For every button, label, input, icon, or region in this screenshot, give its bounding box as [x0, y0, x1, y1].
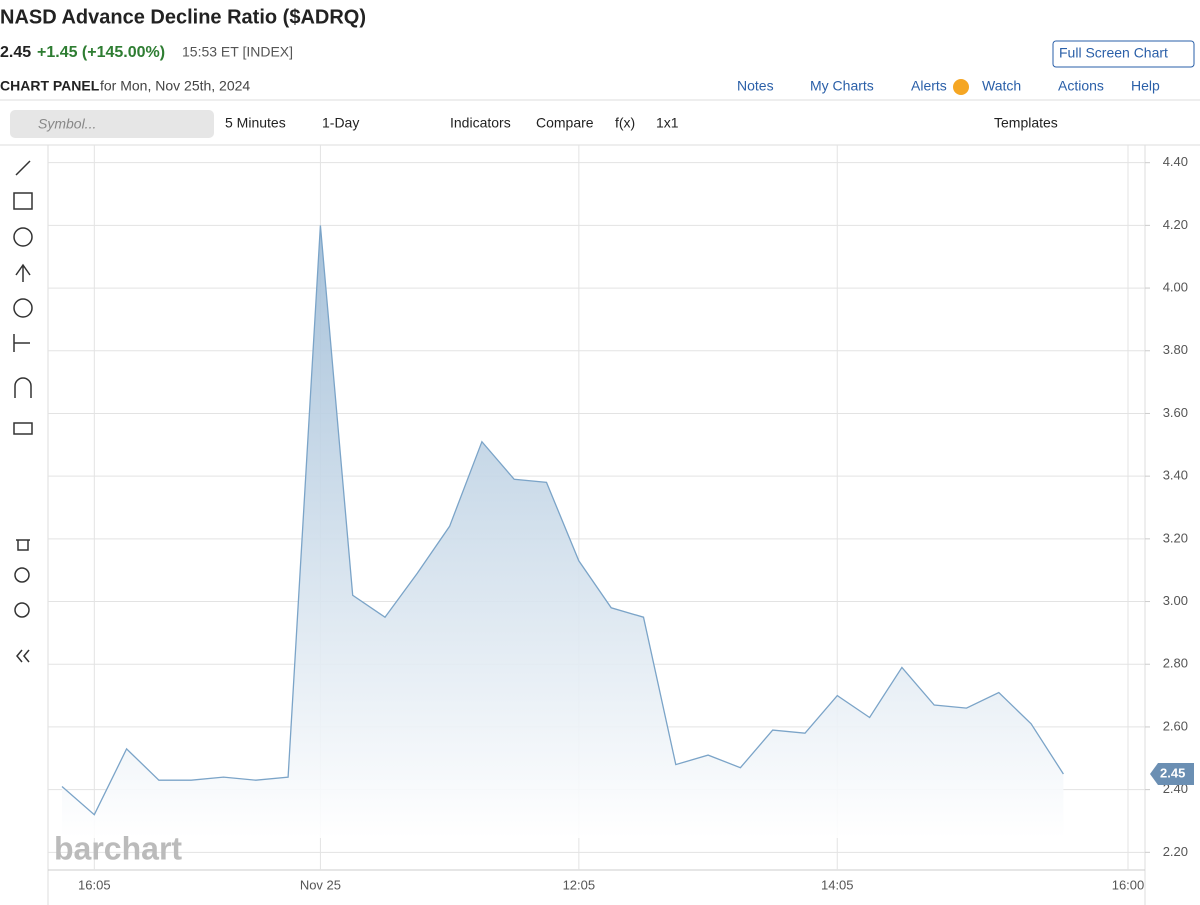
tool-icon[interactable]: [16, 539, 30, 551]
toolbar-item[interactable]: Compare: [536, 115, 594, 131]
toolbar-item[interactable]: Templates: [994, 115, 1058, 131]
tool-icon[interactable]: [16, 649, 30, 663]
price-line: [61, 225, 1064, 816]
nav-link[interactable]: Help: [1131, 78, 1160, 94]
nav-link[interactable]: Actions: [1058, 78, 1104, 94]
title: NASD Advance Decline Ratio ($ADRQ): [0, 6, 366, 28]
last-price-label: 2.45: [1160, 765, 1185, 780]
y-tick-label: 2.80: [1163, 656, 1188, 671]
alert-icon[interactable]: [953, 79, 969, 95]
y-tick-label: 4.20: [1163, 217, 1188, 232]
drawing-tools: [13, 160, 33, 663]
y-tick-label: 2.60: [1163, 718, 1188, 733]
nav-link[interactable]: Notes: [737, 78, 774, 94]
tool-icon[interactable]: [14, 602, 30, 618]
nav-link[interactable]: My Charts: [810, 78, 874, 94]
x-tick-label: 14:05: [821, 877, 854, 892]
plot: 2.202.402.602.803.003.203.403.603.804.00…: [48, 145, 1188, 892]
symbol-search[interactable]: [10, 110, 214, 138]
symbol-placeholder[interactable]: Symbol...: [38, 116, 96, 132]
toolbar-item[interactable]: 1-Day: [322, 115, 359, 131]
y-tick-label: 3.40: [1163, 468, 1188, 483]
tool-icon[interactable]: [13, 334, 30, 352]
watermark: barchart: [54, 830, 182, 866]
nav-link[interactable]: Alerts: [911, 78, 947, 94]
quote-time: 15:53 ET [INDEX]: [182, 44, 293, 60]
y-tick-label: 4.00: [1163, 280, 1188, 295]
y-tick-label: 4.40: [1163, 154, 1188, 169]
y-tick-label: 3.80: [1163, 342, 1188, 357]
tool-icon[interactable]: [13, 227, 33, 247]
toolbar-item[interactable]: Indicators: [450, 115, 511, 131]
tool-icon[interactable]: [15, 160, 31, 176]
toolbar-item[interactable]: 5 Minutes: [225, 115, 286, 131]
panel-date: for Mon, Nov 25th, 2024: [100, 78, 250, 94]
x-tick-label: 12:05: [563, 877, 596, 892]
full-screen-button[interactable]: [1052, 40, 1195, 68]
area-fill: [62, 225, 1064, 838]
tool-icon[interactable]: [13, 422, 33, 435]
tool-icon[interactable]: [13, 298, 33, 318]
change: +1.45 (+145.00%): [37, 44, 165, 61]
y-tick-label: 3.60: [1163, 405, 1188, 420]
tool-icon[interactable]: [14, 567, 30, 583]
last-price-badge: [1150, 762, 1194, 785]
tool-icon[interactable]: [13, 192, 33, 210]
nav-link[interactable]: Watch: [982, 78, 1021, 94]
tool-icon[interactable]: [14, 377, 32, 398]
x-tick-label: 16:00: [1112, 877, 1145, 892]
y-tick-label: 3.20: [1163, 530, 1188, 545]
price: 2.45: [0, 44, 31, 61]
y-tick-label: 2.20: [1163, 844, 1188, 859]
x-tick-label: 16:05: [78, 877, 111, 892]
panel-label: CHART PANEL: [0, 78, 100, 94]
x-tick-label: Nov 25: [300, 877, 341, 892]
toolbar-item[interactable]: 1x1: [656, 115, 679, 131]
toolbar-item[interactable]: f(x): [615, 115, 635, 131]
y-tick-label: 3.00: [1163, 593, 1188, 608]
tool-icon[interactable]: [15, 263, 31, 282]
full-screen-label[interactable]: Full Screen Chart: [1059, 45, 1168, 61]
